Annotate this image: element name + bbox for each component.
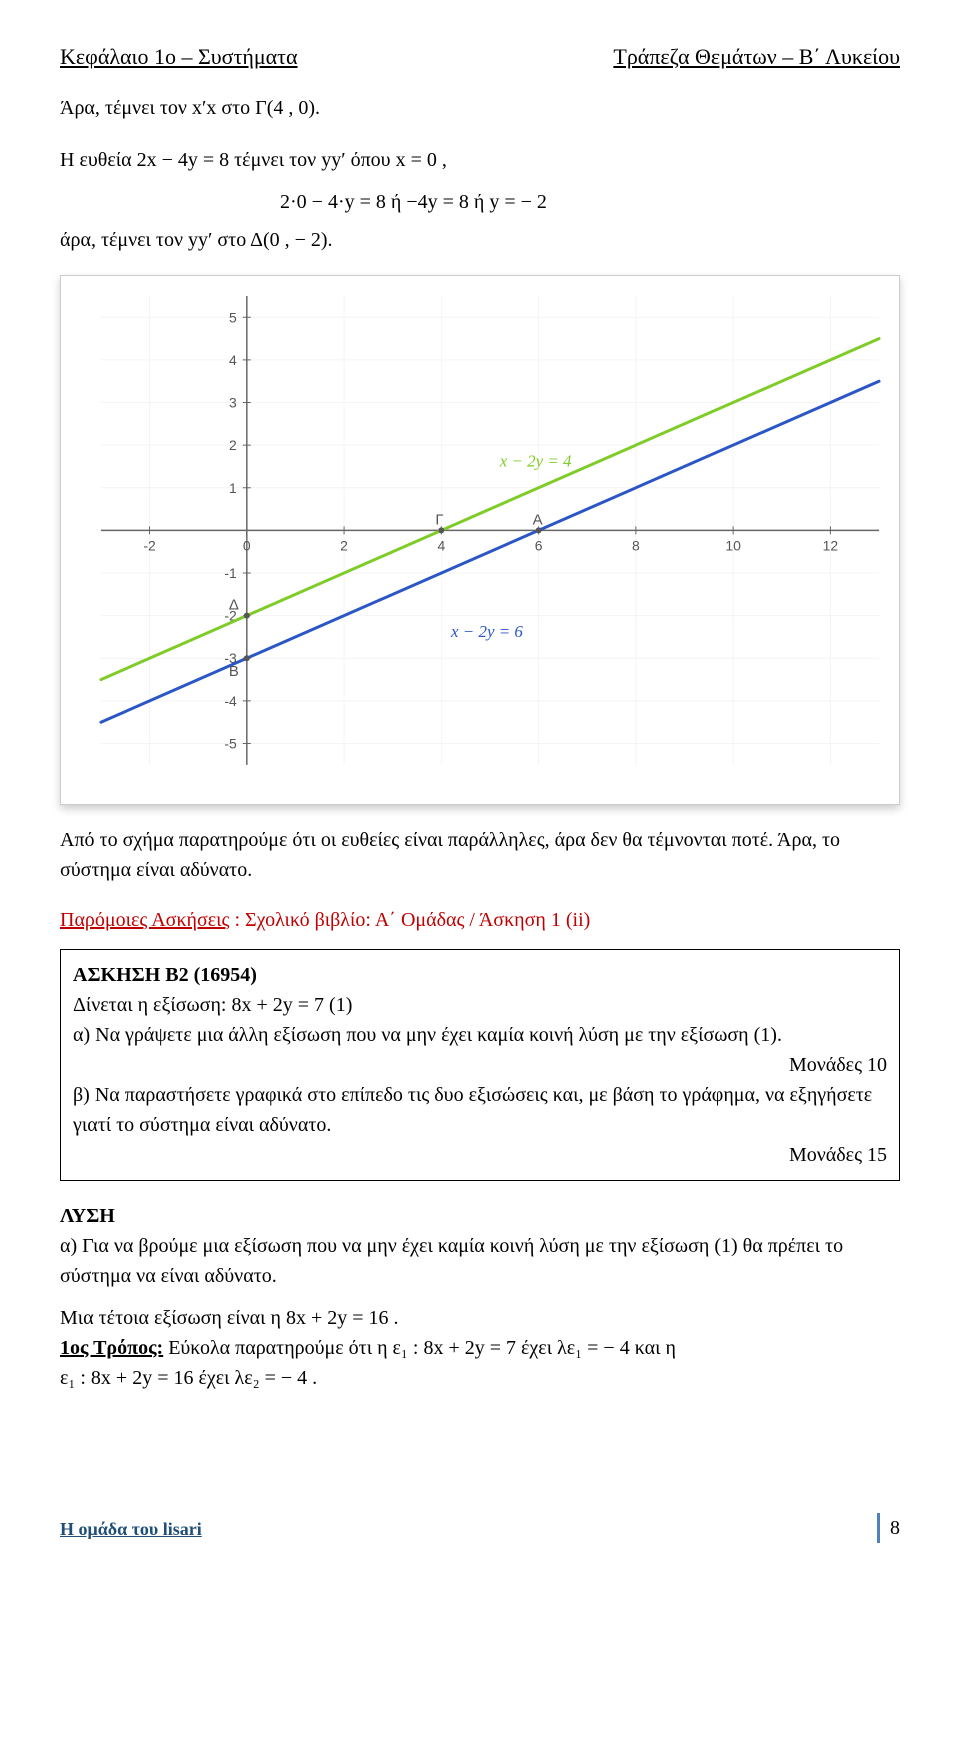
exercise-points-a: Μονάδες 10 xyxy=(73,1050,887,1080)
coordinate-graph: -2024681012-5-4-3-2-112345x − 2y = 4x − … xyxy=(60,275,900,805)
svg-text:Δ: Δ xyxy=(229,597,239,614)
similar-rest: : Σχολικό βιβλίο: Α΄ Ομάδας / Άσκηση 1 (… xyxy=(229,909,590,931)
svg-text:0: 0 xyxy=(243,537,251,553)
svg-text:x − 2y = 4: x − 2y = 4 xyxy=(499,451,572,470)
intro-line1: Άρα, τέμνει τον x′x στο Γ(4 , 0). xyxy=(60,93,900,123)
intro-line2a: Η ευθεία 2x − 4y = 8 τέμνει τον yy′ όπου… xyxy=(60,145,900,175)
svg-text:-2: -2 xyxy=(143,537,156,553)
header-right: Τράπεζα Θεμάτων – Β΄ Λυκείου xyxy=(613,40,900,73)
solution-p3: 1ος Τρόπος: Εύκολα παρατηρούμε ότι η ε₁ … xyxy=(60,1333,900,1363)
svg-text:8: 8 xyxy=(632,537,640,553)
exercise-box: ΑΣΚΗΣΗ Β2 (16954) Δίνεται η εξίσωση: 8x … xyxy=(60,949,900,1181)
svg-text:3: 3 xyxy=(229,395,237,411)
page-number: 8 xyxy=(877,1513,900,1543)
svg-text:Β: Β xyxy=(229,663,239,680)
svg-text:2: 2 xyxy=(229,437,237,453)
svg-text:Γ: Γ xyxy=(435,511,443,528)
exercise-part-b: β) Να παραστήσετε γραφικά στο επίπεδο τι… xyxy=(73,1080,887,1140)
header-left: Κεφάλαιο 1ο – Συστήματα xyxy=(60,40,298,73)
svg-text:12: 12 xyxy=(823,537,839,553)
svg-text:4: 4 xyxy=(437,537,445,553)
similar-link[interactable]: Παρόμοιες Ασκήσεις xyxy=(60,909,229,931)
svg-text:6: 6 xyxy=(535,537,543,553)
exercise-points-b: Μονάδες 15 xyxy=(73,1140,887,1170)
observation-text: Από το σχήμα παρατηρούμε ότι οι ευθείες … xyxy=(60,825,900,885)
intro-line3: άρα, τέμνει τον yy′ στο Δ(0 , − 2). xyxy=(60,225,900,255)
exercise-part-a: α) Να γράψετε μια άλλη εξίσωση που να μη… xyxy=(73,1020,887,1050)
svg-text:2: 2 xyxy=(340,537,348,553)
footer-link[interactable]: Η ομάδα του lisari xyxy=(60,1516,202,1543)
solution-p3-rest: Εύκολα παρατηρούμε ότι η ε₁ : 8x + 2y = … xyxy=(163,1337,676,1359)
similar-exercises: Παρόμοιες Ασκήσεις : Σχολικό βιβλίο: Α΄ … xyxy=(60,905,900,935)
solution-p2: Μια τέτοια εξίσωση είναι η 8x + 2y = 16 … xyxy=(60,1303,900,1333)
exercise-given: Δίνεται η εξίσωση: 8x + 2y = 7 (1) xyxy=(73,990,887,1020)
solution-method-label: 1ος Τρόπος: xyxy=(60,1337,163,1359)
svg-text:-5: -5 xyxy=(224,735,237,751)
exercise-title: ΑΣΚΗΣΗ Β2 (16954) xyxy=(73,960,887,990)
svg-text:-1: -1 xyxy=(224,565,237,581)
page-footer: Η ομάδα του lisari 8 xyxy=(60,1513,900,1543)
svg-text:5: 5 xyxy=(229,309,237,325)
solution-title: ΛΥΣΗ xyxy=(60,1201,900,1231)
solution-p4: ε₁ : 8x + 2y = 16 έχει λε₂ = − 4 . xyxy=(60,1363,900,1393)
svg-text:1: 1 xyxy=(229,480,237,496)
page-header: Κεφάλαιο 1ο – Συστήματα Τράπεζα Θεμάτων … xyxy=(60,40,900,73)
svg-text:x − 2y = 6: x − 2y = 6 xyxy=(450,622,523,641)
svg-text:4: 4 xyxy=(229,352,237,368)
svg-text:Α: Α xyxy=(533,511,543,528)
intro-line2b: 2·0 − 4·y = 8 ή −4y = 8 ή y = − 2 xyxy=(280,187,900,217)
graph-svg: -2024681012-5-4-3-2-112345x − 2y = 4x − … xyxy=(61,276,899,795)
svg-text:-4: -4 xyxy=(224,693,237,709)
solution-p1: α) Για να βρούμε μια εξίσωση που να μην … xyxy=(60,1231,900,1291)
svg-text:10: 10 xyxy=(725,537,741,553)
